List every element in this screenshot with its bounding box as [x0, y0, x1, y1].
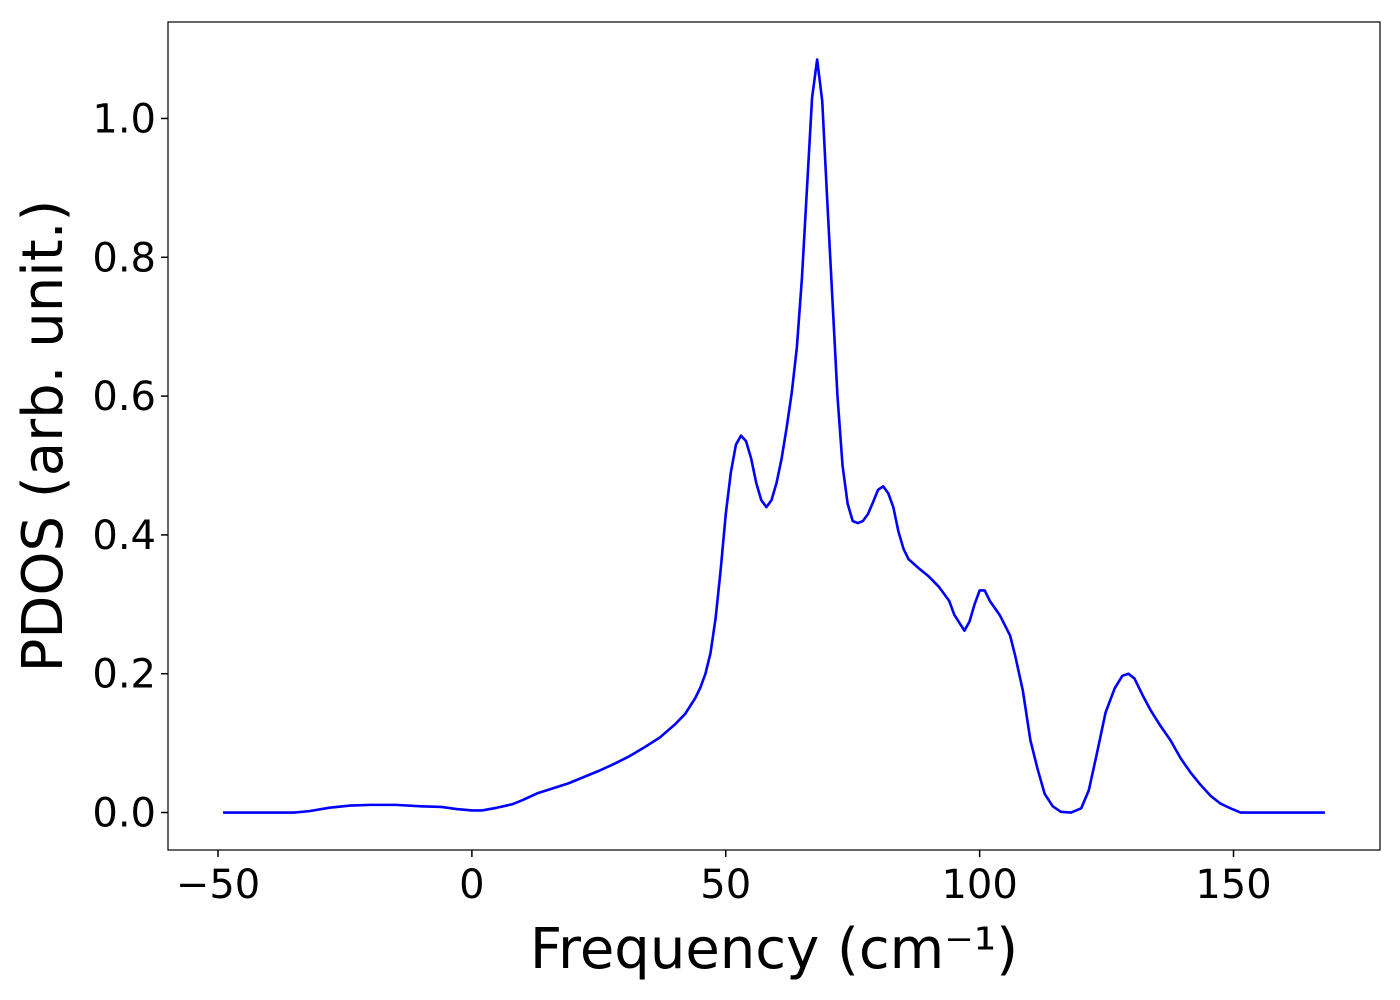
y-tick-label: 0.2 [92, 652, 156, 698]
y-tick-label: 0.8 [92, 235, 156, 281]
y-tick-label: 0.6 [92, 374, 156, 420]
x-tick-label: 0 [459, 862, 484, 908]
x-tick-label: −50 [176, 862, 260, 908]
y-axis-label: PDOS (arb. unit.) [11, 200, 76, 673]
x-axis-label: Frequency (cm⁻¹) [530, 917, 1018, 982]
data-line [223, 58, 1325, 814]
y-tick-label: 1.0 [92, 96, 156, 142]
y-tick-label: 0.0 [92, 791, 156, 837]
y-tick-label: 0.4 [92, 513, 156, 559]
x-tick-label: 150 [1195, 862, 1271, 908]
x-tick-label: 50 [700, 862, 751, 908]
x-tick-label: 100 [941, 862, 1017, 908]
plot-frame [167, 21, 1381, 851]
